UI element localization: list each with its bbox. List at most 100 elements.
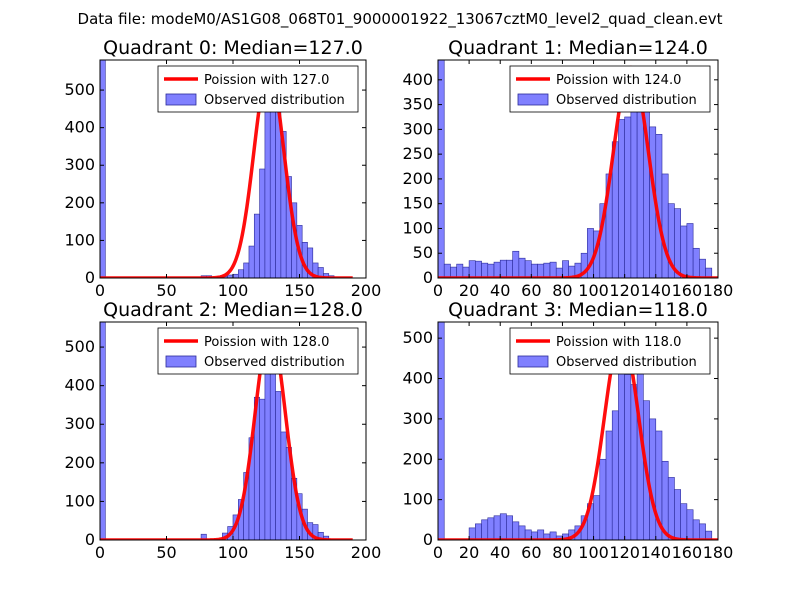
histogram-bar <box>259 398 266 540</box>
figure-suptitle: Data file: modeM0/AS1G08_068T01_90000019… <box>78 10 723 29</box>
y-tick-label: 400 <box>64 118 95 137</box>
histogram-bar <box>512 521 520 540</box>
histogram-bar <box>475 523 482 540</box>
x-tick-label: 100 <box>218 281 249 300</box>
poisson-curve <box>100 67 353 278</box>
y-tick-label: 200 <box>402 169 433 188</box>
x-tick-label: 0 <box>433 543 443 562</box>
histogram-bar <box>699 523 706 540</box>
x-tick-label: 120 <box>609 281 640 300</box>
y-tick-label: 250 <box>402 144 433 163</box>
y-tick-label: 300 <box>402 119 433 138</box>
histogram-bar <box>518 257 526 278</box>
y-tick-label: 100 <box>402 490 433 509</box>
histogram-bar <box>456 263 464 278</box>
poisson-curve <box>438 65 718 278</box>
histogram-bar <box>475 260 482 278</box>
histogram-bar <box>443 263 451 278</box>
histogram-bar <box>493 261 501 278</box>
histogram-bar <box>487 517 495 540</box>
histogram-bar <box>562 260 569 278</box>
histogram-bar <box>238 269 244 278</box>
y-tick-label: 400 <box>402 369 433 388</box>
panel-quadrant-3: 0 20 40 60 80 100 120 140 160 1800100200300400500… <box>402 299 733 562</box>
x-tick-label: 200 <box>351 281 382 300</box>
histogram-bar <box>275 391 282 540</box>
histogram-bar <box>674 489 681 540</box>
y-tick-label: 200 <box>402 449 433 468</box>
histogram-bar <box>667 477 675 540</box>
x-tick-label: 60 <box>521 281 541 300</box>
y-tick-label: 100 <box>64 230 95 249</box>
histogram-bar <box>686 223 694 278</box>
histogram-bar <box>680 503 688 540</box>
legend-observed-label: Observed distribution <box>556 355 697 370</box>
histogram-bar <box>599 458 607 540</box>
panel-quadrant-1: 0 20 40 60 80 100 120 140 160 1800501001502002503… <box>402 37 733 300</box>
histogram-bar <box>680 225 688 278</box>
panel-title: Quadrant 2: Median=128.0 <box>103 299 363 321</box>
histogram-bar <box>605 430 613 540</box>
y-tick-label: 200 <box>64 193 95 212</box>
legend-poisson-label: Poission with 124.0 <box>556 73 681 88</box>
x-tick-label: 0 <box>95 543 105 562</box>
y-tick-label: 0 <box>423 530 433 549</box>
y-tick-label: 200 <box>64 453 95 472</box>
x-tick-label: 20 <box>459 543 479 562</box>
y-tick-label: 300 <box>64 414 95 433</box>
x-tick-label: 160 <box>672 543 703 562</box>
legend: Poission with 124.0 Observed distribution <box>509 65 711 113</box>
x-tick-label: 0 <box>433 281 443 300</box>
x-tick-label: 100 <box>578 281 609 300</box>
histogram-bar <box>705 530 713 540</box>
histogram-bar <box>624 374 632 540</box>
histogram-bar <box>549 261 557 278</box>
histogram-bar <box>705 267 713 278</box>
x-tick-label: 80 <box>552 281 572 300</box>
x-tick-label: 150 <box>284 281 315 300</box>
panel-quadrant-2: 0 50 100 150 200 0 100 200 300 400 500 Quadrant 2: … <box>64 299 381 562</box>
histogram-bar <box>253 213 260 278</box>
y-tick-label: 0 <box>85 530 95 549</box>
y-tick-label: 500 <box>402 328 433 347</box>
legend: Poission with 118.0 Observed distribution <box>509 327 711 375</box>
histogram-bar <box>699 258 706 278</box>
y-tick-label: 400 <box>64 376 95 395</box>
y-tick-label: 300 <box>402 409 433 428</box>
x-tick-label: 140 <box>641 281 672 300</box>
histogram-bar <box>518 525 526 540</box>
histogram-bar <box>264 108 271 278</box>
histogram-bar <box>100 60 106 278</box>
histogram-bar <box>618 119 625 278</box>
histogram-bar <box>649 418 657 540</box>
histogram-bar <box>692 247 700 278</box>
y-tick-label: 0 <box>423 268 433 287</box>
histogram-bar <box>248 245 255 278</box>
legend-observed-swatch <box>165 355 197 368</box>
x-tick-label: 20 <box>459 281 479 300</box>
legend-observed-swatch <box>517 355 549 368</box>
y-tick-label: 300 <box>64 155 95 174</box>
legend-observed-swatch <box>165 93 197 106</box>
histogram-bar <box>611 410 619 540</box>
y-tick-label: 100 <box>64 491 95 510</box>
legend-poisson-label: Poission with 128.0 <box>204 335 329 350</box>
histogram-bar <box>438 60 445 278</box>
y-tick-label: 0 <box>85 268 95 287</box>
legend-poisson-label: Poission with 127.0 <box>204 73 329 88</box>
histogram-bar <box>543 262 551 278</box>
histogram-bar <box>493 515 501 540</box>
histogram-bar <box>499 513 507 540</box>
x-tick-label: 50 <box>156 281 176 300</box>
histogram-bar <box>481 262 489 278</box>
x-tick-label: 180 <box>703 543 734 562</box>
y-tick-label: 100 <box>402 218 433 237</box>
histogram-bars <box>438 60 713 278</box>
legend: Poission with 127.0 Observed distribution <box>157 65 359 113</box>
histogram-bar <box>100 322 106 540</box>
y-tick-label: 150 <box>402 194 433 213</box>
histogram-bar <box>259 168 266 278</box>
y-tick-label: 500 <box>64 80 95 99</box>
histogram-bar <box>481 519 489 540</box>
